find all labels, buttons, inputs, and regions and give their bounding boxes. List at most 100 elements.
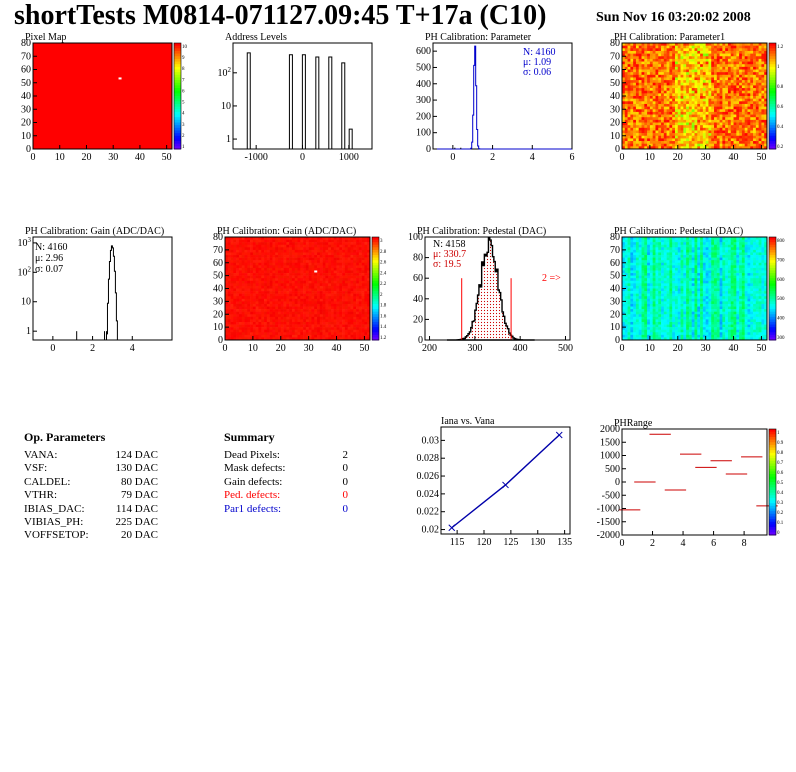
- heatmap-cell: [358, 280, 362, 284]
- heatmap-cell: [739, 98, 743, 102]
- heatmap-cell: [688, 74, 693, 78]
- heatmap-cell: [755, 117, 759, 121]
- heatmap-cell: [314, 309, 318, 312]
- heatmap-cell: [655, 119, 659, 123]
- heatmap-cell: [635, 80, 640, 84]
- heatmap-cell: [694, 138, 698, 142]
- palette-label: 2.2: [380, 282, 387, 287]
- heatmap-cell: [255, 311, 259, 315]
- x-tick-label: 500: [558, 343, 573, 354]
- heatmap-cell: [339, 247, 343, 251]
- heatmap-cell: [635, 265, 640, 269]
- heatmap-cell: [680, 138, 684, 142]
- heatmap-cell: [630, 130, 634, 134]
- heatmap-cell: [622, 138, 626, 142]
- heatmap-cell: [244, 303, 248, 307]
- heatmap-cell: [339, 252, 343, 256]
- heatmap-cell: [741, 103, 745, 107]
- heatmap-cell: [641, 88, 645, 91]
- heatmap-cell: [269, 283, 273, 287]
- heatmap-cell: [716, 130, 720, 134]
- heatmap-cell: [328, 311, 332, 315]
- heatmap-cell: [755, 88, 759, 91]
- heatmap-cell: [674, 45, 679, 49]
- heatmap-cell: [358, 291, 362, 294]
- heatmap-cell: [336, 296, 340, 300]
- heatmap-cell: [683, 93, 687, 97]
- heatmap-cell: [258, 316, 262, 320]
- heatmap-cell: [294, 242, 298, 246]
- heatmap-cell: [328, 316, 332, 320]
- heatmap-cell: [635, 130, 640, 134]
- heatmap-cell: [317, 252, 321, 256]
- heatmap-cell: [652, 237, 656, 240]
- heatmap-cell: [364, 301, 368, 305]
- heatmap-cell: [289, 244, 293, 248]
- heatmap-cell: [680, 82, 684, 86]
- x-tick-label: 20: [276, 343, 286, 354]
- heatmap-cell: [677, 98, 681, 102]
- heatmap-cell: [328, 291, 332, 294]
- heatmap-cell: [330, 337, 335, 341]
- heatmap-cell: [367, 324, 371, 328]
- heatmap-cell: [744, 85, 748, 89]
- heatmap-cell: [711, 45, 715, 49]
- heatmap-cell: [633, 321, 637, 325]
- heatmap-cell: [264, 321, 268, 325]
- heatmap-cell: [236, 332, 240, 336]
- heatmap-cell: [258, 301, 262, 305]
- heatmap-cell: [641, 334, 645, 338]
- heatmap-cell: [269, 280, 273, 284]
- heatmap-cell: [652, 255, 656, 258]
- heatmap-cell: [277, 298, 282, 302]
- heatmap-cell: [755, 50, 759, 54]
- heatmap-cell: [250, 329, 254, 333]
- heatmap-cell: [694, 111, 698, 115]
- heatmap-cell: [225, 334, 229, 338]
- heatmap-cell: [753, 64, 757, 68]
- heatmap-cell: [624, 270, 628, 274]
- heatmap-cell: [663, 146, 667, 150]
- heatmap-cell: [252, 275, 256, 279]
- heatmap-cell: [286, 260, 290, 264]
- heatmap-cell: [638, 135, 642, 139]
- heatmap-cell: [669, 109, 673, 113]
- heatmap-cell: [356, 247, 360, 251]
- x-tick-label: 200: [422, 343, 437, 354]
- heatmap-cell: [666, 56, 670, 60]
- heatmap-cell: [761, 146, 765, 150]
- palette-swatch: [174, 119, 181, 123]
- heatmap-cell: [630, 82, 634, 86]
- heatmap-cell: [761, 98, 765, 102]
- heatmap-cell: [649, 324, 653, 328]
- heatmap-cell: [297, 275, 301, 279]
- heatmap-cell: [669, 122, 673, 126]
- heatmap-cell: [686, 111, 690, 115]
- heatmap-cell: [627, 90, 631, 94]
- heatmap-cell: [725, 88, 729, 91]
- stats-entry: N: 4160: [35, 242, 68, 253]
- heatmap-cell: [750, 130, 754, 134]
- heatmap-cell: [739, 96, 743, 99]
- heatmap-cell: [666, 133, 670, 137]
- heatmap-cell: [291, 285, 296, 289]
- heatmap-cell: [641, 109, 645, 113]
- heatmap-cell: [333, 278, 337, 282]
- heatmap-cell: [314, 319, 318, 323]
- heatmap-cell: [633, 133, 637, 137]
- heatmap-cell: [705, 119, 709, 123]
- heatmap-cell: [336, 242, 340, 246]
- heatmap-cell: [666, 66, 670, 70]
- heatmap-cell: [649, 80, 653, 84]
- heatmap-cell: [261, 329, 265, 333]
- heatmap-cell: [719, 56, 723, 60]
- heatmap-cell: [297, 288, 301, 292]
- heatmap-cell: [255, 252, 259, 256]
- heatmap-cell: [238, 314, 243, 318]
- heatmap-cell: [317, 255, 321, 258]
- heatmap-cell: [311, 324, 315, 328]
- heatmap-cell: [686, 53, 690, 57]
- heatmap-cell: [649, 114, 653, 118]
- heatmap-cell: [661, 143, 665, 147]
- heatmap-cell: [716, 64, 720, 68]
